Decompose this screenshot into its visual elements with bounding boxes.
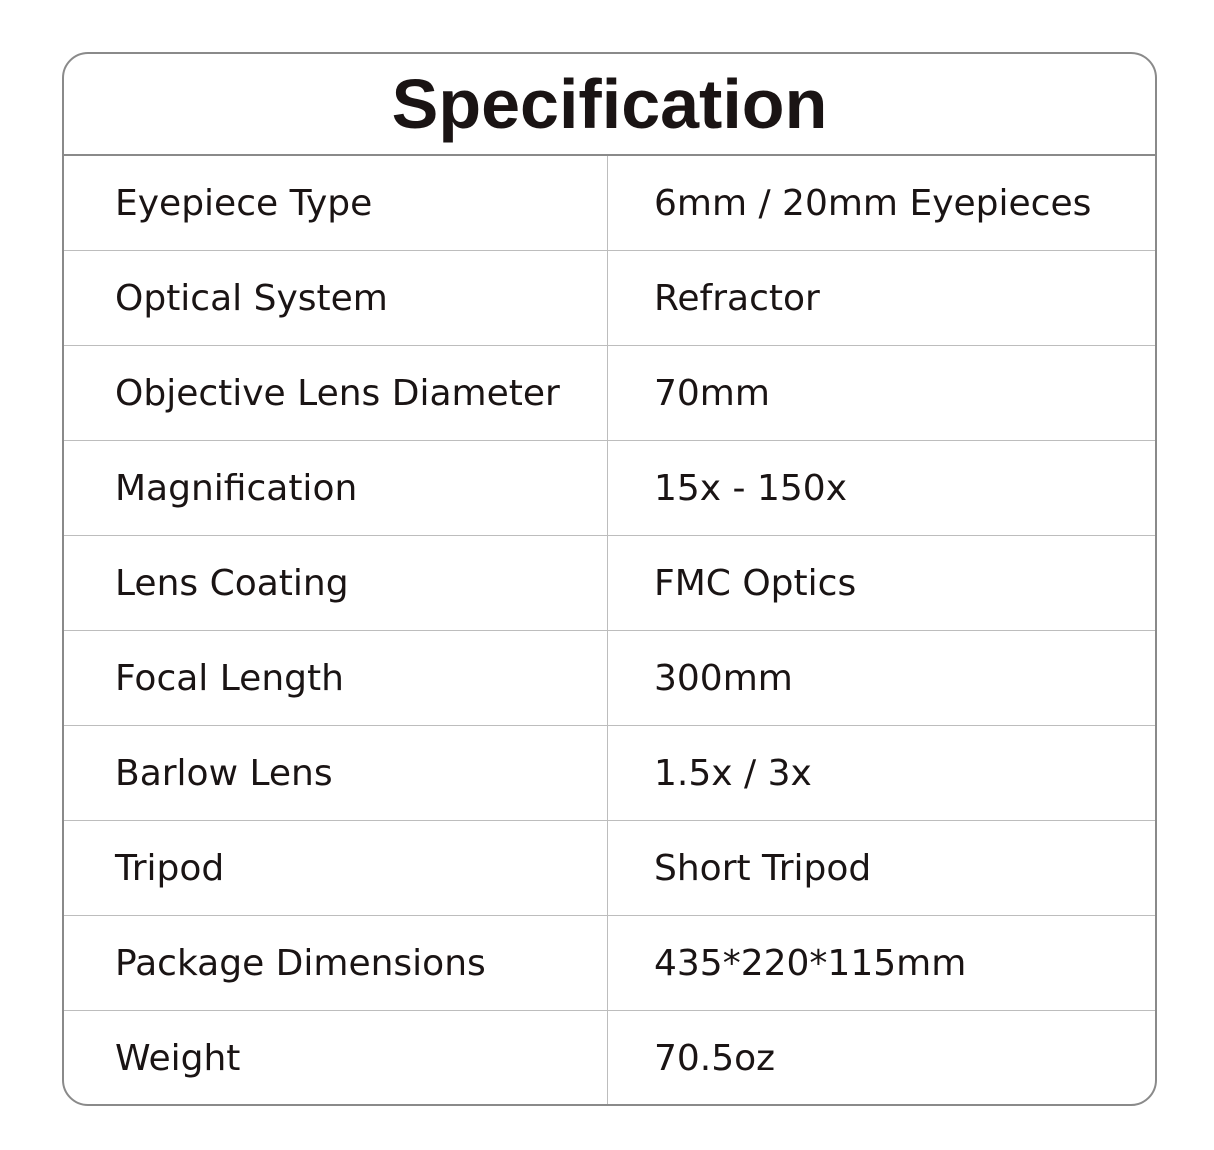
table-row: Weight 70.5oz [64, 1011, 1155, 1104]
spec-label: Package Dimensions [64, 916, 608, 1010]
table-row: Lens Coating FMC Optics [64, 536, 1155, 631]
page-title: Specification [64, 54, 1155, 156]
table-row: Objective Lens Diameter 70mm [64, 346, 1155, 441]
spec-value: 70.5oz [654, 1037, 776, 1079]
table-row: Package Dimensions 435*220*115mm [64, 916, 1155, 1011]
spec-value: FMC Optics [654, 562, 857, 604]
spec-value: 6mm / 20mm Eyepieces [654, 182, 1092, 224]
spec-value: 70mm [654, 372, 770, 414]
spec-value: 1.5x / 3x [654, 752, 812, 794]
spec-label: Lens Coating [64, 536, 608, 630]
spec-value: Refractor [654, 277, 820, 319]
table-row: Focal Length 300mm [64, 631, 1155, 726]
table-row: Magnification 15x - 150x [64, 441, 1155, 536]
spec-label: Objective Lens Diameter [64, 346, 608, 440]
spec-value: 435*220*115mm [654, 942, 967, 984]
spec-table: Specification Eyepiece Type 6mm / 20mm Ey… [62, 52, 1157, 1106]
spec-value: 300mm [654, 657, 793, 699]
table-row: Eyepiece Type 6mm / 20mm Eyepieces [64, 156, 1155, 251]
spec-label: Magnification [64, 441, 608, 535]
table-row: Tripod Short Tripod [64, 821, 1155, 916]
spec-label: Barlow Lens [64, 726, 608, 820]
spec-label: Weight [64, 1011, 608, 1104]
table-row: Barlow Lens 1.5x / 3x [64, 726, 1155, 821]
spec-value: 15x - 150x [654, 467, 848, 509]
spec-label: Eyepiece Type [64, 156, 608, 250]
spec-label: Tripod [64, 821, 608, 915]
spec-rows: Eyepiece Type 6mm / 20mm Eyepieces Optical… [64, 156, 1155, 1104]
table-row: Optical System Refractor [64, 251, 1155, 346]
spec-label: Focal Length [64, 631, 608, 725]
spec-label: Optical System [64, 251, 608, 345]
spec-value: Short Tripod [654, 847, 872, 889]
